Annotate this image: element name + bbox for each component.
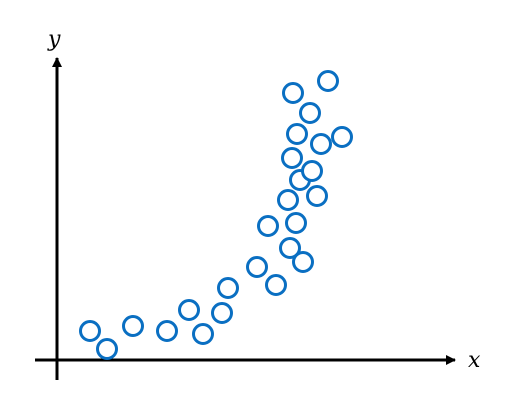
scatter-point <box>192 323 214 345</box>
scatter-point <box>265 274 287 296</box>
scatter-point <box>292 251 314 273</box>
x-axis-label: x <box>468 348 481 373</box>
scatter-point <box>299 102 321 124</box>
scatter-point <box>277 189 299 211</box>
scatter-point <box>122 315 144 337</box>
scatter-point <box>217 277 239 299</box>
scatter-point <box>96 338 118 360</box>
scatter-point <box>285 212 307 234</box>
scatter-point <box>282 82 304 104</box>
scatter-point <box>279 237 301 259</box>
scatter-point <box>317 70 339 92</box>
scatter-point <box>286 123 308 145</box>
scatter-point <box>156 320 178 342</box>
scatter-point <box>310 133 332 155</box>
scatter-point <box>306 185 328 207</box>
scatter-point <box>301 160 323 182</box>
scatter-point <box>246 256 268 278</box>
scatter-point <box>281 147 303 169</box>
scatter-point <box>331 126 353 148</box>
scatter-point <box>79 320 101 342</box>
scatter-point <box>257 215 279 237</box>
scatter-point <box>211 302 233 324</box>
y-axis-label: y <box>47 27 61 52</box>
scatter-point <box>178 299 200 321</box>
